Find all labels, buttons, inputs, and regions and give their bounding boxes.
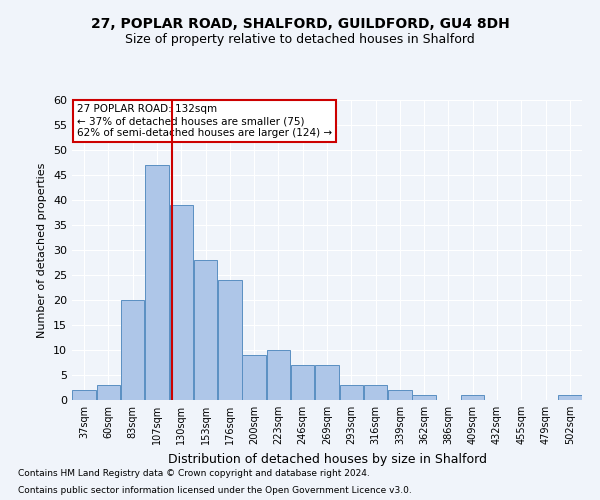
Bar bbox=[267, 350, 290, 400]
Text: 27, POPLAR ROAD, SHALFORD, GUILDFORD, GU4 8DH: 27, POPLAR ROAD, SHALFORD, GUILDFORD, GU… bbox=[91, 18, 509, 32]
Bar bbox=[315, 365, 339, 400]
Bar bbox=[242, 355, 266, 400]
Bar bbox=[97, 385, 120, 400]
Bar bbox=[461, 395, 484, 400]
Bar bbox=[218, 280, 242, 400]
Bar bbox=[412, 395, 436, 400]
Bar bbox=[121, 300, 145, 400]
Text: Contains HM Land Registry data © Crown copyright and database right 2024.: Contains HM Land Registry data © Crown c… bbox=[18, 468, 370, 477]
Bar bbox=[364, 385, 387, 400]
Bar bbox=[558, 395, 581, 400]
X-axis label: Distribution of detached houses by size in Shalford: Distribution of detached houses by size … bbox=[167, 452, 487, 466]
Bar bbox=[340, 385, 363, 400]
Bar bbox=[291, 365, 314, 400]
Text: 27 POPLAR ROAD: 132sqm
← 37% of detached houses are smaller (75)
62% of semi-det: 27 POPLAR ROAD: 132sqm ← 37% of detached… bbox=[77, 104, 332, 138]
Text: Contains public sector information licensed under the Open Government Licence v3: Contains public sector information licen… bbox=[18, 486, 412, 495]
Bar bbox=[388, 390, 412, 400]
Bar bbox=[170, 205, 193, 400]
Bar bbox=[73, 390, 96, 400]
Y-axis label: Number of detached properties: Number of detached properties bbox=[37, 162, 47, 338]
Bar bbox=[194, 260, 217, 400]
Bar bbox=[145, 165, 169, 400]
Text: Size of property relative to detached houses in Shalford: Size of property relative to detached ho… bbox=[125, 32, 475, 46]
